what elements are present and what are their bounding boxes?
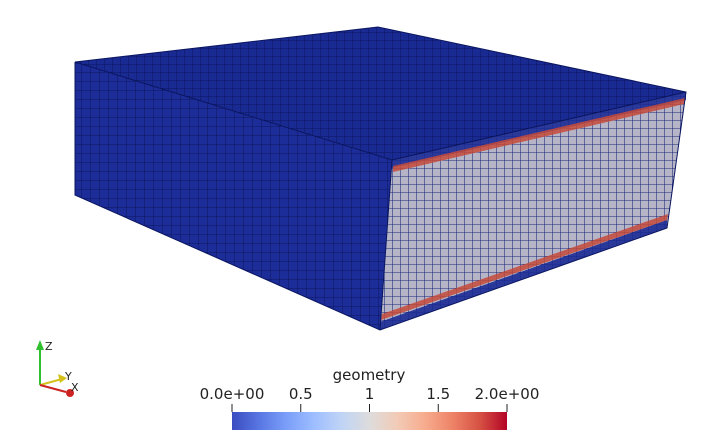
colorbar-tick-label: 1	[365, 385, 375, 403]
mesh-right-face-bottom-edge	[380, 220, 667, 330]
colorbar-tick-label: 1.5	[426, 385, 450, 403]
mesh-left-face	[75, 62, 392, 330]
mesh-block[interactable]	[74, 26, 687, 331]
y-axis-label: Y	[64, 370, 72, 383]
mesh-upper-red-band	[393, 98, 685, 172]
y-axis-line	[39, 378, 63, 386]
z-axis-arrowhead	[36, 340, 44, 350]
x-axis-arrowhead	[66, 389, 74, 397]
colorbar-gradient-bar	[232, 412, 507, 430]
orientation-axes-triad[interactable]: Z Y X	[36, 340, 79, 397]
colorbar-max-label: 2.0e+00	[475, 385, 540, 403]
y-axis-arrowhead	[58, 374, 67, 383]
mesh-right-face-top-edge	[392, 92, 686, 168]
mesh-lower-red-band	[381, 214, 668, 320]
colorbar-legend[interactable]: geometry 0.0e+00 2.0e+00 0.5 1 1.5	[200, 366, 540, 430]
z-axis-label: Z	[45, 340, 53, 353]
x-axis-label: X	[71, 381, 79, 394]
colorbar-min-label: 0.0e+00	[200, 385, 265, 403]
colorbar-tick-label: 0.5	[289, 385, 313, 403]
x-axis-line	[39, 384, 67, 393]
colorbar-title: geometry	[333, 366, 406, 384]
